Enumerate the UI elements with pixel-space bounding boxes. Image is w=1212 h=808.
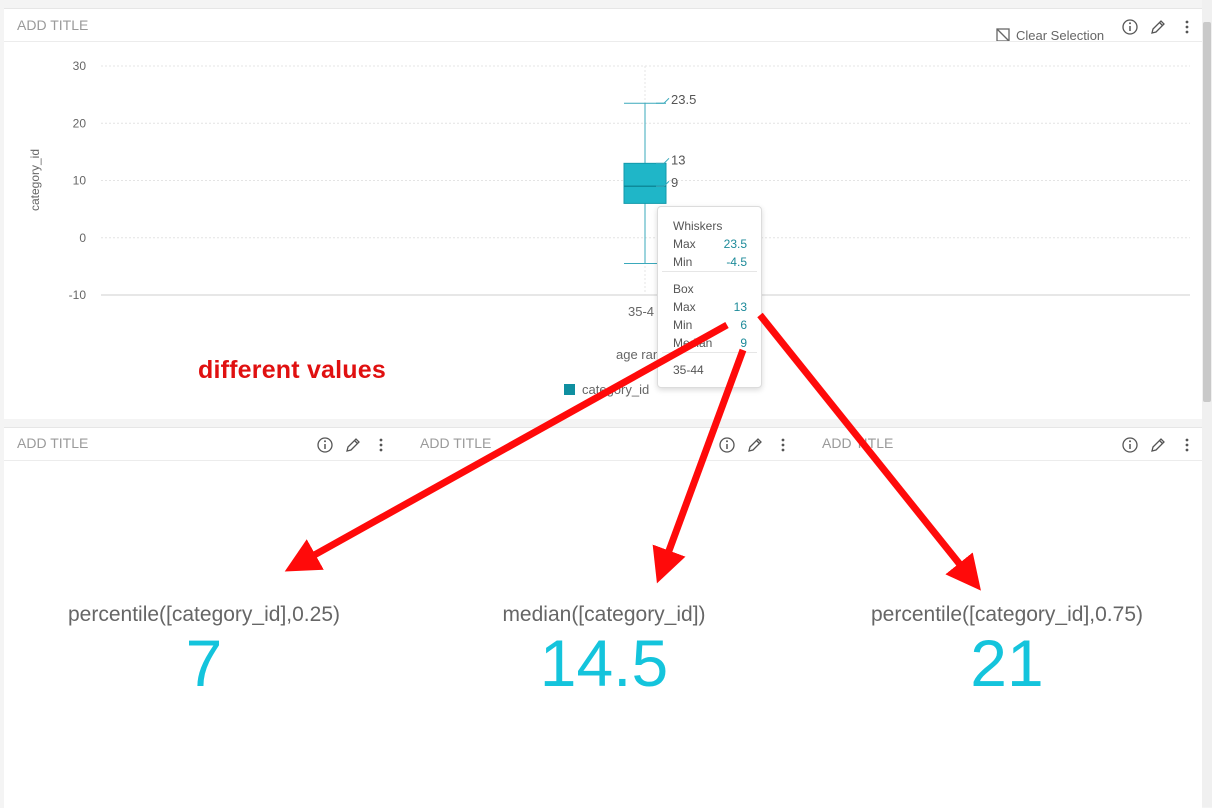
y-tick-label: 30 xyxy=(73,59,87,73)
info-icon[interactable] xyxy=(718,436,736,454)
clear-selection-button[interactable]: Clear Selection xyxy=(996,26,1104,44)
data-label-leader xyxy=(656,97,670,104)
kpi-1-label: percentile([category_id],0.25) xyxy=(68,603,340,626)
scrollbar-track[interactable] xyxy=(1202,0,1212,807)
tooltip-whisker-max-row: Max 23.5 xyxy=(673,237,747,251)
more-vertical-icon[interactable] xyxy=(774,436,792,454)
data-label-leader xyxy=(656,180,670,187)
info-icon[interactable] xyxy=(1121,18,1139,36)
pencil-icon[interactable] xyxy=(746,436,764,454)
more-vertical-icon[interactable] xyxy=(1178,18,1196,36)
data-label: 13 xyxy=(671,152,685,167)
boxplot-chart: 30 20 10 0 -10 category_id 23.5 13 9 35-4 age … xyxy=(28,59,1190,362)
kpi-2-label: median([category_id]) xyxy=(502,603,706,626)
more-vertical-icon[interactable] xyxy=(1178,436,1196,454)
pencil-icon[interactable] xyxy=(344,436,362,454)
pencil-icon[interactable] xyxy=(1149,436,1167,454)
x-axis-label: age ran xyxy=(616,347,660,362)
tooltip-value: 9 xyxy=(740,336,747,350)
tooltip-value: 13 xyxy=(733,300,747,314)
info-icon[interactable] xyxy=(316,436,334,454)
data-label-leader xyxy=(656,157,670,164)
arrow-to-median xyxy=(652,348,747,584)
kpi-header-divider xyxy=(4,460,1202,461)
x-category-label: 35-4 xyxy=(628,304,654,319)
tooltip-whisker-min-row: Min -4.5 xyxy=(673,255,747,269)
tooltip-label: Min xyxy=(673,318,693,332)
kpi-2-value: 14.5 xyxy=(539,626,669,700)
arrow-to-percentile-75 xyxy=(757,312,981,591)
kpi-1-title[interactable]: ADD TITLE xyxy=(17,435,89,451)
y-tick-label: 10 xyxy=(73,174,87,188)
data-label: 23.5 xyxy=(671,92,696,107)
scrollbar-thumb[interactable] xyxy=(1203,22,1211,402)
kpi-1-value: 7 xyxy=(185,626,223,700)
tooltip-label: Max xyxy=(673,300,696,314)
y-tick-label: -10 xyxy=(69,288,87,302)
legend-swatch xyxy=(564,384,575,395)
tooltip-label: Min xyxy=(673,255,693,269)
tooltip-value: 23.5 xyxy=(723,237,747,251)
tooltip-divider xyxy=(662,352,757,353)
tooltip-whiskers-heading: Whiskers xyxy=(673,219,723,233)
y-axis-label: category_id xyxy=(28,149,42,211)
boxplot-panel: ADD TITLE Clear Selection xyxy=(4,8,1202,419)
tooltip-value: 6 xyxy=(740,318,747,332)
pencil-icon[interactable] xyxy=(1149,18,1167,36)
y-tick-label: 0 xyxy=(79,231,86,245)
tooltip-value: -4.5 xyxy=(726,255,747,269)
tooltip-category: 35-44 xyxy=(673,363,704,377)
tooltip-box-min-row: Min 6 xyxy=(673,318,747,332)
kpi-2-title[interactable]: ADD TITLE xyxy=(420,435,492,451)
tooltip-box-max-row: Max 13 xyxy=(673,300,747,314)
tooltip-label: Max xyxy=(673,237,696,251)
kpi-3-title-part: ADD xyxy=(822,435,852,451)
kpi-3-label: percentile([category_id],0.75) xyxy=(871,603,1143,626)
y-tick-label: 20 xyxy=(73,116,87,130)
header-divider xyxy=(4,41,1202,42)
kpi-3-value: 21 xyxy=(970,626,1044,700)
tooltip-box-heading: Box xyxy=(673,282,694,296)
annotation-text: different values xyxy=(198,356,386,384)
tooltip-divider xyxy=(662,271,757,272)
box-rect xyxy=(623,162,667,204)
clear-selection-label: Clear Selection xyxy=(1016,27,1105,43)
info-icon[interactable] xyxy=(1121,436,1139,454)
data-label: 9 xyxy=(671,175,678,190)
arrow-to-percentile-25 xyxy=(284,321,729,572)
kpi-panels-row: ADD TITLE ADD TITLE ADD TITLE percentile… xyxy=(4,427,1202,808)
more-vertical-icon[interactable] xyxy=(372,436,390,454)
boxplot-series: 23.5 13 9 xyxy=(623,92,696,265)
y-tick-labels: 30 20 10 0 -10 xyxy=(69,59,87,302)
panel-title[interactable]: ADD TITLE xyxy=(17,17,89,33)
